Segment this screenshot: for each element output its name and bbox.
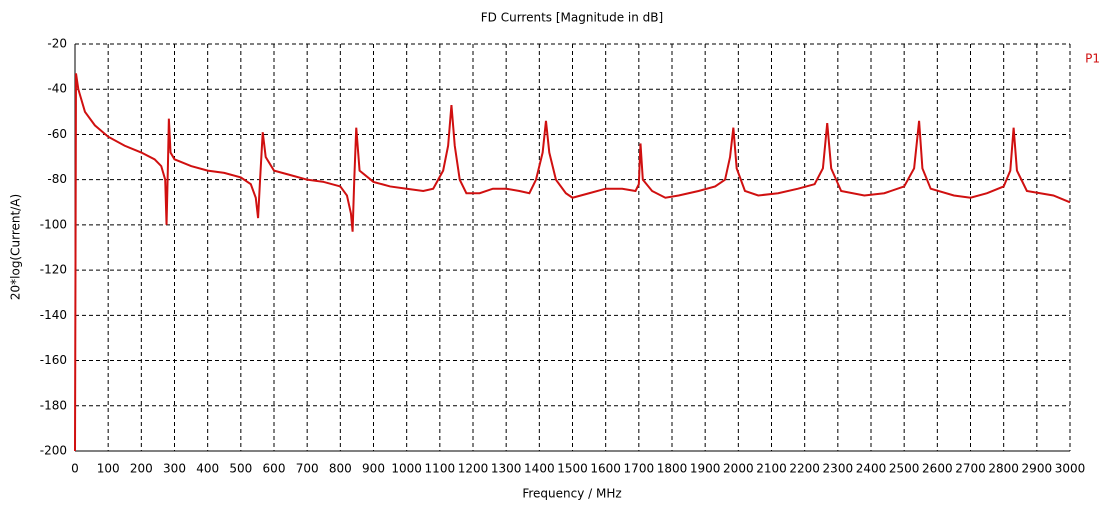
- x-tick-label: 1500: [557, 462, 588, 476]
- x-tick-label: 200: [130, 462, 153, 476]
- x-tick-label: 2000: [723, 462, 754, 476]
- x-tick-label: 300: [163, 462, 186, 476]
- x-tick-label: 1700: [624, 462, 655, 476]
- x-tick-label: 1600: [590, 462, 621, 476]
- y-tick-label: -80: [47, 172, 67, 186]
- x-tick-label: 700: [296, 462, 319, 476]
- x-tick-label: 900: [362, 462, 385, 476]
- chart-title: FD Currents [Magnitude in dB]: [481, 11, 663, 25]
- x-tick-label: 2100: [756, 462, 787, 476]
- x-tick-label: 2600: [922, 462, 953, 476]
- y-tick-label: -100: [40, 217, 67, 231]
- x-tick-label: 0: [71, 462, 79, 476]
- x-tick-label: 2200: [789, 462, 820, 476]
- x-tick-label: 1200: [458, 462, 489, 476]
- x-tick-label: 1300: [491, 462, 522, 476]
- x-tick-label: 1400: [524, 462, 555, 476]
- x-tick-label: 400: [196, 462, 219, 476]
- y-tick-label: -40: [47, 82, 67, 96]
- y-tick-label: -160: [40, 353, 67, 367]
- x-tick-label: 2500: [889, 462, 920, 476]
- y-tick-label: -140: [40, 308, 67, 322]
- x-tick-label: 2400: [856, 462, 887, 476]
- legend-label: P1: [1085, 52, 1100, 66]
- x-tick-label: 1100: [425, 462, 456, 476]
- x-tick-label: 2800: [988, 462, 1019, 476]
- x-tick-label: 3000: [1055, 462, 1086, 476]
- x-tick-label: 1800: [657, 462, 688, 476]
- x-tick-label: 1900: [690, 462, 721, 476]
- x-axis-label: Frequency / MHz: [522, 487, 621, 501]
- y-tick-label: -20: [47, 37, 67, 51]
- x-tick-label: 100: [97, 462, 120, 476]
- x-tick-label: 2700: [955, 462, 986, 476]
- x-tick-label: 1000: [391, 462, 422, 476]
- x-tick-label: 2900: [1022, 462, 1053, 476]
- x-tick-label: 800: [329, 462, 352, 476]
- x-tick-label: 600: [263, 462, 286, 476]
- y-tick-label: -180: [40, 398, 67, 412]
- y-tick-label: -60: [47, 127, 67, 141]
- y-tick-label: -120: [40, 263, 67, 277]
- y-axis-label: 20*log(Current/A): [9, 194, 23, 300]
- y-tick-label: -200: [40, 444, 67, 458]
- data-line: [74, 73, 1071, 452]
- x-tick-label: 500: [229, 462, 252, 476]
- x-tick-label: 2300: [823, 462, 854, 476]
